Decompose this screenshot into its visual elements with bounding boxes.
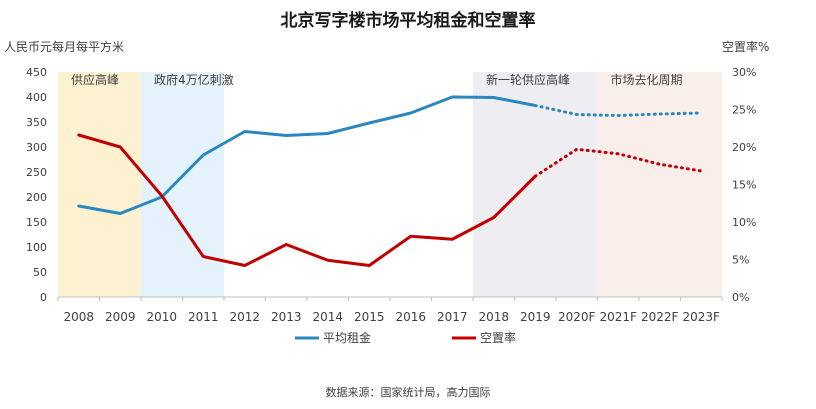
legend-label: 空置率: [480, 330, 516, 345]
chart-title: 北京写字楼市场平均租金和空置率: [280, 11, 536, 31]
y-left-tick-label: 350: [26, 116, 47, 129]
x-tick-label: 2014: [312, 310, 343, 324]
y-left-tick-label: 50: [33, 266, 47, 279]
y-axis-left-label: 人民币元每月每平方米: [4, 40, 125, 54]
y-right-tick-label: 25%: [732, 104, 756, 117]
source-note: 数据来源：国家统计局，高力国际: [325, 386, 491, 399]
period-band-label: 新一轮供应高峰: [486, 72, 570, 87]
period-band: [58, 72, 141, 297]
period-band: [597, 72, 722, 297]
series-line-actual: [77, 133, 537, 267]
x-tick-label: 2012: [229, 310, 260, 324]
period-band-label: 市场去化周期: [611, 72, 683, 87]
x-tick-label: 2008: [63, 310, 94, 324]
x-tick-label: 2010: [146, 310, 177, 324]
y-left-tick-label: 0: [40, 291, 47, 304]
x-tick-label: 2022F: [641, 310, 679, 324]
x-tick-label: 2009: [105, 310, 136, 324]
y-right-tick-label: 5%: [732, 254, 749, 267]
y-left-tick-label: 200: [26, 191, 47, 204]
y-left-tick-label: 100: [26, 241, 47, 254]
x-tick-label: 2013: [271, 310, 302, 324]
legend-label: 平均租金: [323, 330, 371, 345]
y-left-tick-label: 450: [26, 66, 47, 79]
y-left-tick-label: 150: [26, 216, 47, 229]
y-right-tick-label: 0%: [732, 291, 749, 304]
y-right-tick-label: 30%: [732, 66, 756, 79]
x-tick-label: 2016: [395, 310, 426, 324]
period-band: [473, 72, 598, 297]
y-left-tick-label: 300: [26, 141, 47, 154]
x-tick-label: 2023F: [683, 310, 721, 324]
x-tick-label: 2020F: [558, 310, 596, 324]
x-tick-label: 2011: [188, 310, 219, 324]
period-band-label: 供应高峰: [71, 72, 119, 87]
x-tick-label: 2017: [437, 310, 468, 324]
period-band-label: 政府4万亿刺激: [154, 72, 234, 87]
y-left-tick-label: 400: [26, 91, 47, 104]
y-right-tick-label: 15%: [732, 179, 756, 192]
y-right-tick-label: 20%: [732, 141, 756, 154]
x-tick-label: 2021F: [600, 310, 638, 324]
y-axis-right-label: 空置率%: [722, 40, 770, 54]
x-tick-label: 2019: [520, 310, 551, 324]
series-line-actual: [77, 95, 537, 215]
y-left-tick-label: 250: [26, 166, 47, 179]
y-right-tick-label: 10%: [732, 216, 756, 229]
x-tick-label: 2015: [354, 310, 385, 324]
x-tick-label: 2018: [478, 310, 509, 324]
